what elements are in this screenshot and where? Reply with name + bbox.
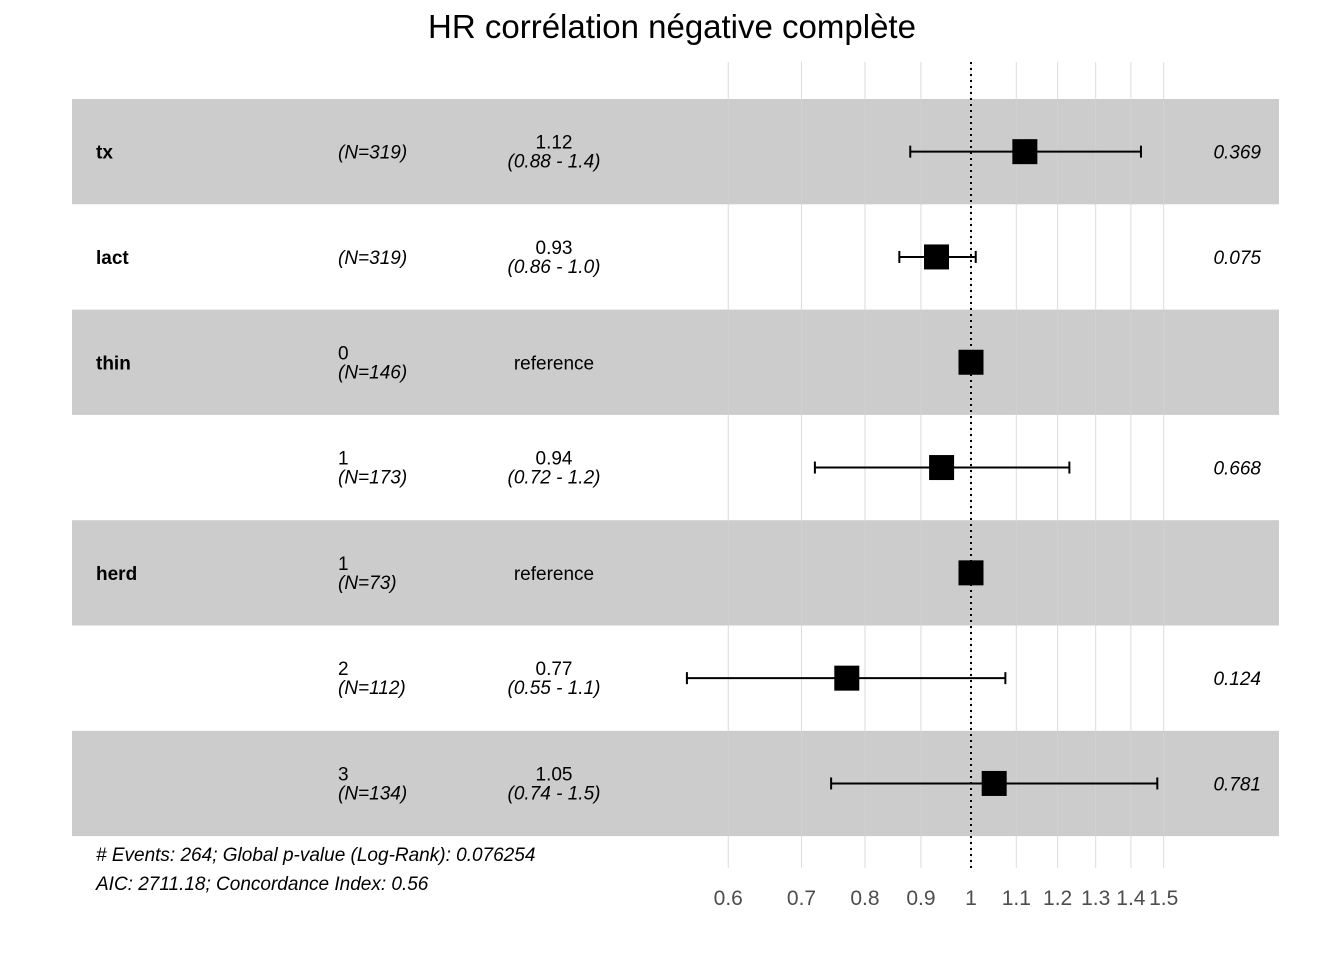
estimate-marks [685, 139, 1159, 796]
p-value-label: 0.075 [1213, 248, 1261, 269]
x-tick-label: 0.7 [787, 887, 816, 910]
hr-value-label: 0.77 [536, 659, 573, 680]
ci-label: (0.72 - 1.2) [508, 468, 601, 489]
n-label: (N=173) [338, 468, 407, 489]
x-tick-label: 1 [965, 887, 977, 910]
level-label: 1 [338, 554, 349, 575]
x-tick-label: 1.3 [1081, 887, 1110, 910]
ci-label: (0.88 - 1.4) [508, 152, 601, 173]
x-tick-label: 1.4 [1116, 887, 1146, 910]
variable-label: tx [96, 143, 113, 164]
hr-value-label: 0.94 [536, 449, 573, 470]
hr-point [834, 665, 860, 691]
row-band [72, 520, 1279, 626]
row-bands [72, 99, 1279, 837]
hr-point [981, 770, 1007, 796]
level-label: 1 [338, 449, 349, 470]
hr-point [1012, 139, 1038, 165]
n-label: (N=319) [338, 248, 407, 269]
level-label: 2 [338, 659, 349, 680]
n-label: (N=134) [338, 783, 407, 804]
hr-point [958, 560, 984, 586]
x-tick-label: 1.5 [1149, 887, 1178, 910]
hr-value-label: 0.93 [536, 238, 573, 259]
n-label: (N=112) [338, 678, 406, 699]
row-text: tx (N=319) 1.12(0.88 - 1.4) 0.369 lact (N=319… [96, 133, 1261, 805]
p-value-label: 0.369 [1213, 143, 1261, 164]
hr-point [924, 244, 950, 270]
n-label: (N=319) [338, 143, 407, 164]
x-tick-label: 1.2 [1043, 887, 1072, 910]
events-annotation: # Events: 264; Global p-value (Log-Rank)… [96, 845, 536, 866]
hr-value-label: 1.12 [536, 133, 573, 154]
aic-annotation: AIC: 2711.18; Concordance Index: 0.56 [96, 874, 429, 895]
variable-label: herd [96, 564, 137, 585]
x-tick-label: 0.9 [906, 887, 935, 910]
ci-label: (0.55 - 1.1) [508, 678, 601, 699]
n-label: (N=73) [338, 573, 397, 594]
n-label: (N=146) [338, 362, 407, 383]
variable-label: thin [96, 353, 131, 374]
x-tick-label: 0.8 [850, 887, 879, 910]
hr-value-label: 1.05 [536, 764, 573, 785]
hr-point [929, 455, 955, 481]
x-axis-ticks: 0.6 0.7 0.8 0.9 1 1.1 1.2 1.3 1.4 1.5 [714, 887, 1179, 910]
level-label: 3 [338, 764, 349, 785]
p-value-label: 0.668 [1213, 459, 1261, 480]
p-value-label: 0.781 [1213, 774, 1261, 795]
level-label: 0 [338, 343, 349, 364]
variable-label: lact [96, 248, 129, 269]
hr-point [958, 349, 984, 375]
ci-label: (0.86 - 1.0) [508, 257, 601, 278]
chart-title: HR corrélation négative complète [428, 8, 916, 45]
hr-value-label: reference [514, 353, 594, 374]
x-tick-label: 1.1 [1002, 887, 1031, 910]
hr-value-label: reference [514, 564, 594, 585]
row-band [72, 309, 1279, 415]
x-tick-label: 0.6 [714, 887, 743, 910]
ci-label: (0.74 - 1.5) [508, 783, 601, 804]
p-value-label: 0.124 [1213, 669, 1261, 690]
